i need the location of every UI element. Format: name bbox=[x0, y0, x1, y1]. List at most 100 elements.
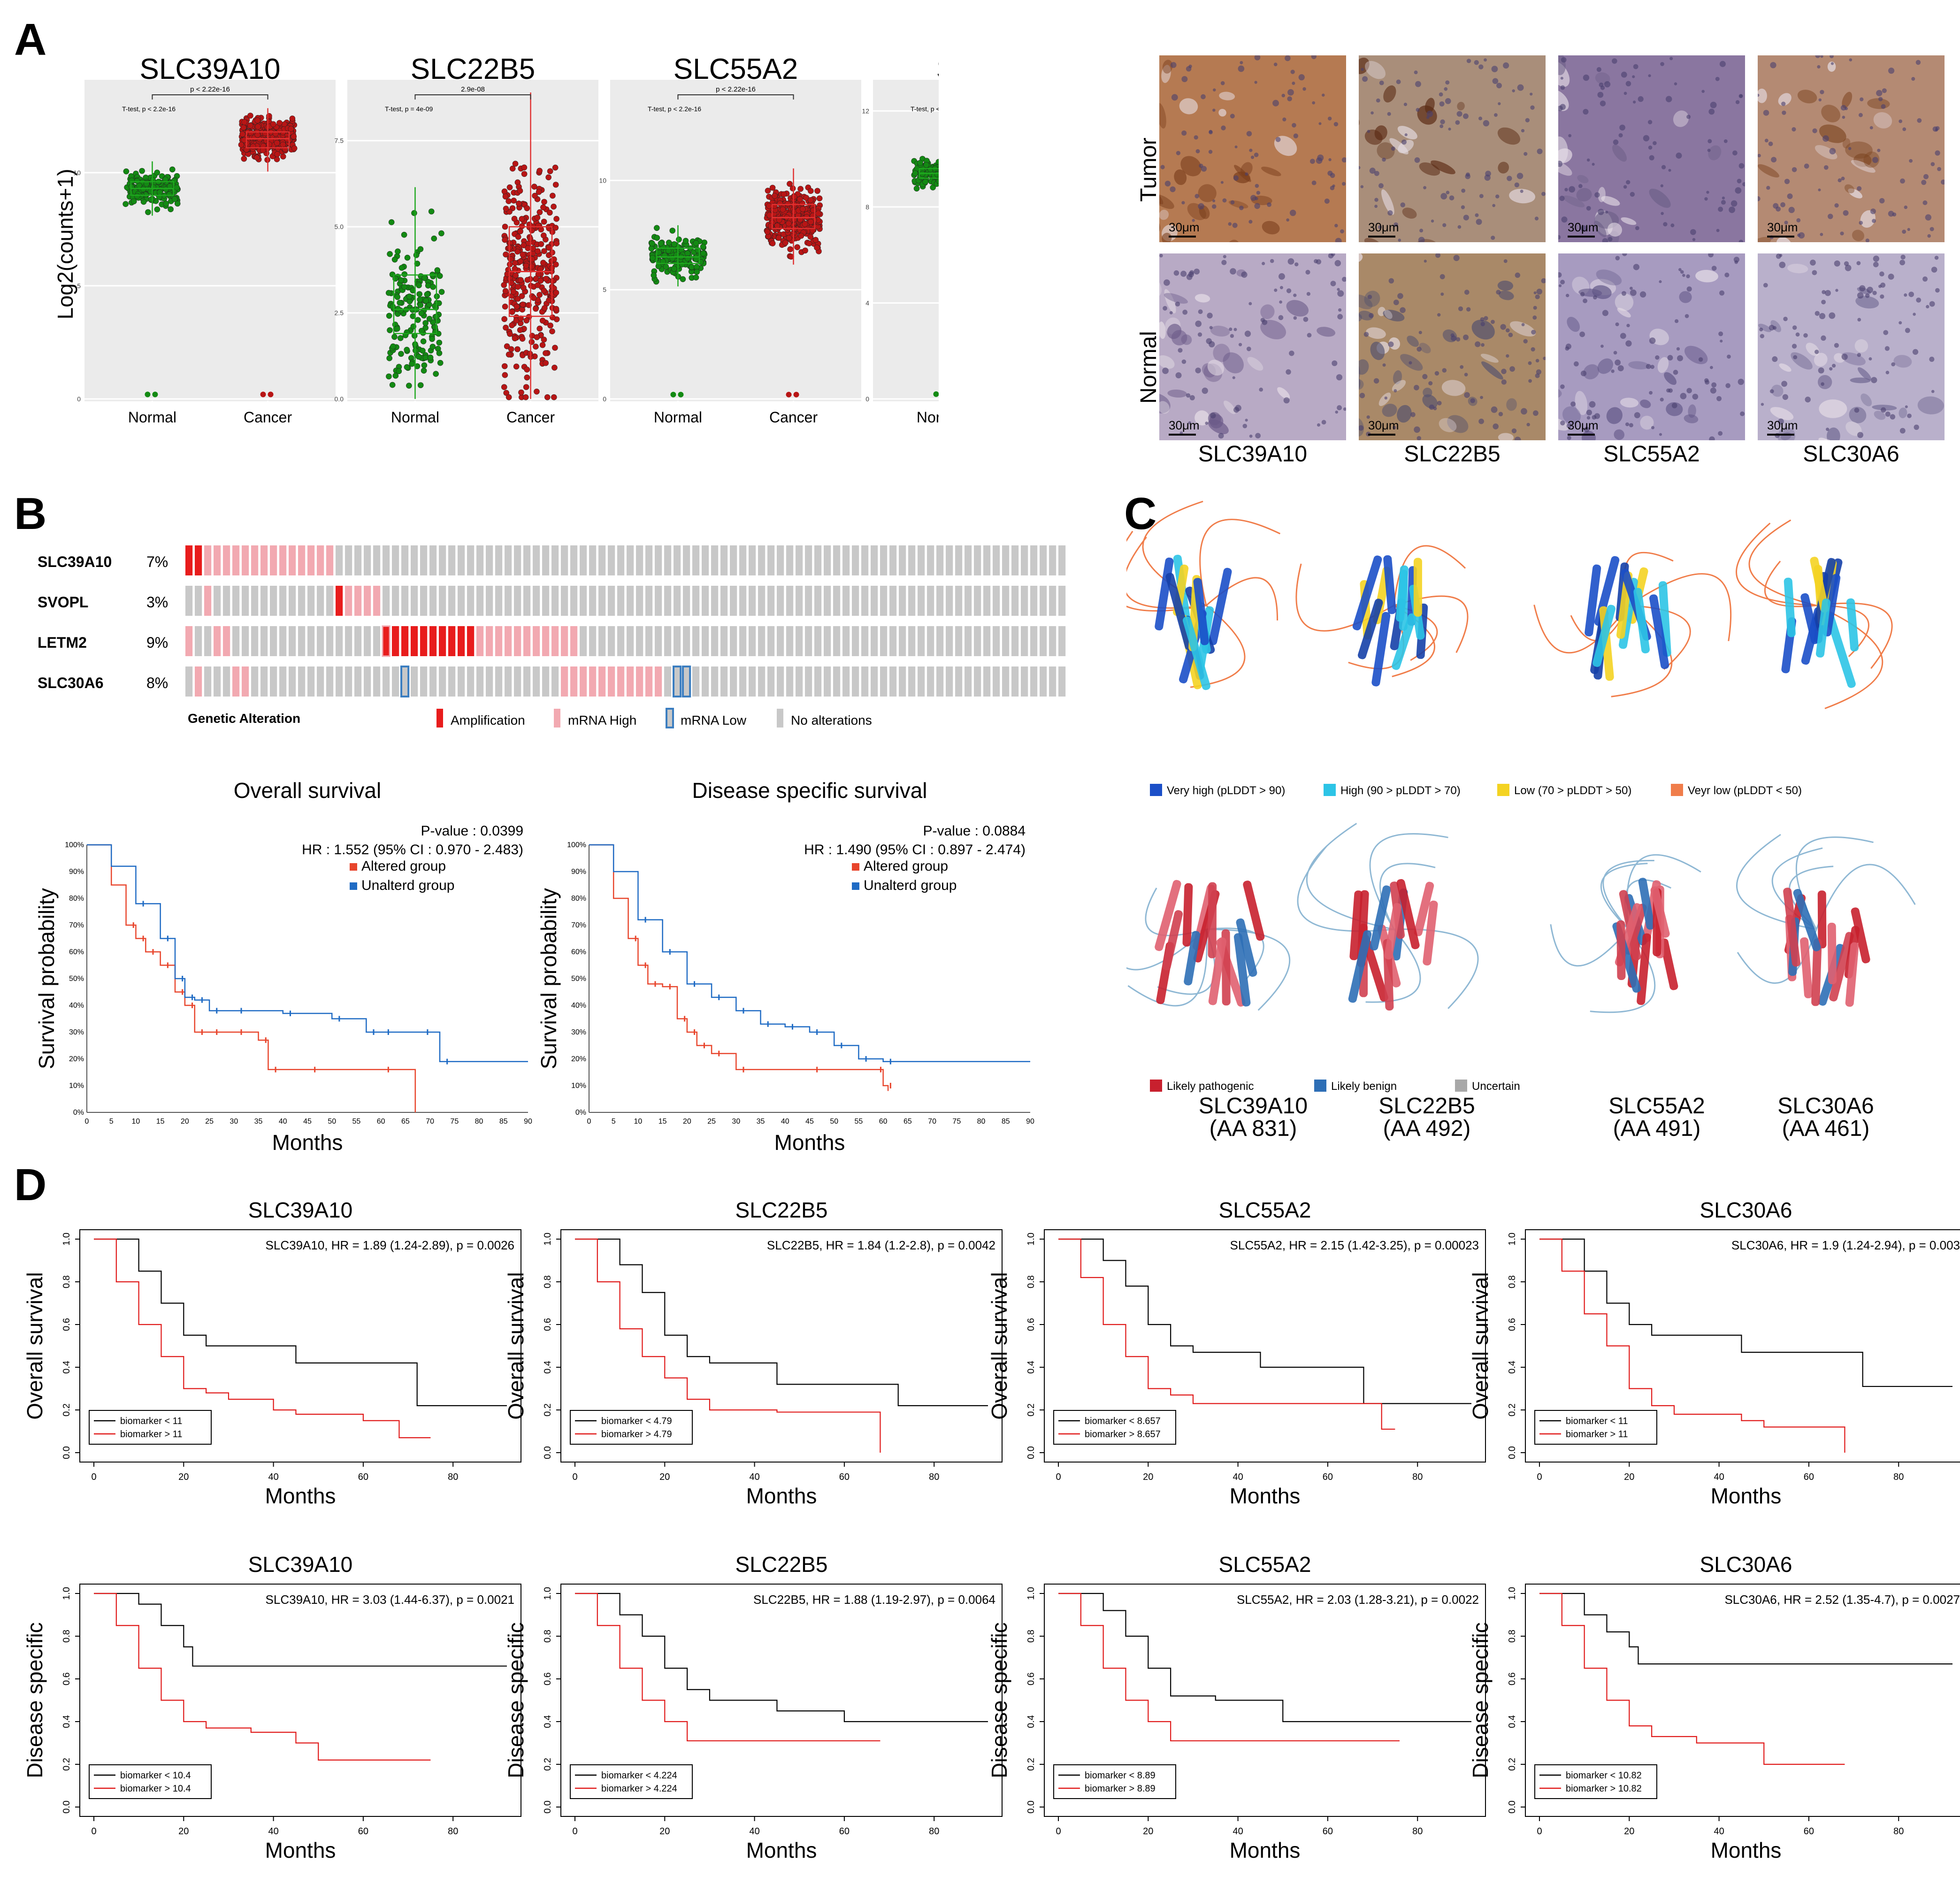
data-point bbox=[171, 196, 178, 202]
nucleus bbox=[1374, 205, 1378, 208]
ihc-gene-label: SLC39A10 bbox=[1198, 442, 1308, 467]
nucleus bbox=[1256, 191, 1261, 195]
nucleus bbox=[1829, 148, 1836, 155]
data-point bbox=[254, 154, 260, 161]
nucleus bbox=[1483, 120, 1490, 127]
oncoprint-cell bbox=[298, 666, 306, 697]
loop bbox=[1393, 545, 1466, 606]
tissue-cell bbox=[1893, 355, 1912, 368]
oncoprint-cell bbox=[645, 666, 653, 697]
nucleus bbox=[1665, 96, 1672, 102]
oncoprint-cell bbox=[861, 545, 869, 575]
nucleus bbox=[1718, 431, 1723, 436]
ihc-gene-label: SLC30A6 bbox=[1803, 442, 1899, 467]
km-curve-altered-group bbox=[589, 844, 889, 1091]
oncoprint-cell bbox=[871, 666, 878, 697]
tissue-cell bbox=[1359, 57, 1370, 74]
tissue-cell bbox=[1167, 390, 1187, 398]
x-tick-label: Normal bbox=[128, 409, 176, 426]
nucleus bbox=[1883, 330, 1889, 335]
helix bbox=[1352, 555, 1382, 630]
nucleus bbox=[1281, 93, 1286, 98]
nucleus bbox=[1170, 186, 1176, 192]
tissue-cell bbox=[1873, 112, 1892, 129]
data-point bbox=[764, 229, 771, 235]
nucleus bbox=[1491, 66, 1498, 72]
data-point bbox=[680, 276, 686, 283]
nucleus bbox=[1250, 195, 1256, 201]
y-tick-label: 0.0 bbox=[543, 1800, 553, 1814]
data-point bbox=[396, 368, 402, 375]
nucleus bbox=[1586, 416, 1591, 420]
data-point bbox=[521, 164, 528, 171]
data-point bbox=[386, 355, 392, 361]
km-stat: SLC39A10, HR = 1.89 (1.24-2.89), p = 0.0… bbox=[266, 1238, 514, 1252]
scale-bar bbox=[1368, 236, 1395, 237]
oncoprint-cell bbox=[1049, 666, 1057, 697]
data-point bbox=[523, 317, 530, 324]
oncoprint-cell bbox=[739, 626, 747, 656]
nucleus bbox=[1621, 71, 1627, 78]
nucleus bbox=[1162, 368, 1169, 374]
oncoprint-cell bbox=[382, 625, 390, 657]
oncoprint-cell bbox=[354, 666, 362, 697]
tissue-cell bbox=[1223, 400, 1236, 414]
nucleus bbox=[1857, 292, 1864, 299]
data-point bbox=[536, 168, 543, 174]
oncoprint-cell bbox=[364, 626, 371, 656]
nucleus bbox=[1778, 418, 1784, 425]
data-point bbox=[519, 336, 526, 342]
helix bbox=[1846, 598, 1859, 651]
nucleus bbox=[1176, 151, 1181, 155]
nucleus bbox=[1707, 139, 1712, 144]
tissue-cell bbox=[1498, 161, 1509, 174]
nucleus bbox=[1465, 174, 1470, 179]
tissue-cell bbox=[1583, 364, 1600, 380]
y-axis-label: Overall survival bbox=[1468, 1272, 1493, 1419]
nucleus bbox=[1597, 92, 1604, 98]
data-point bbox=[436, 339, 443, 346]
tissue-cell bbox=[1848, 188, 1863, 199]
nucleus bbox=[1937, 167, 1941, 171]
nucleus bbox=[1704, 378, 1709, 383]
data-point bbox=[429, 336, 435, 342]
km-legend-label: biomarker < 11 bbox=[120, 1416, 182, 1426]
y-tick-label: 0.8 bbox=[61, 1630, 72, 1643]
nucleus bbox=[1580, 225, 1587, 232]
tissue-cell bbox=[1770, 407, 1794, 421]
nucleus bbox=[1926, 305, 1929, 309]
nucleus bbox=[1523, 339, 1528, 344]
nucleus bbox=[1245, 172, 1248, 176]
y-tick-label: 0.2 bbox=[543, 1403, 553, 1417]
nucleus bbox=[1890, 414, 1896, 420]
data-point bbox=[547, 168, 553, 175]
data-point bbox=[551, 203, 557, 210]
nucleus bbox=[1834, 203, 1839, 208]
km-title: SLC30A6 bbox=[1700, 1198, 1792, 1222]
nucleus bbox=[1620, 333, 1626, 339]
nucleus bbox=[1439, 101, 1445, 107]
data-point bbox=[530, 295, 537, 301]
nucleus bbox=[1832, 364, 1836, 368]
tissue-cell bbox=[1213, 344, 1230, 362]
oncoprint-cell bbox=[523, 626, 531, 656]
x-tick-label: 0 bbox=[1056, 1472, 1061, 1482]
data-point bbox=[545, 174, 551, 181]
oncoprint-cell bbox=[974, 586, 981, 616]
nucleus bbox=[1414, 385, 1419, 391]
data-point bbox=[682, 237, 689, 244]
oncoprint-cell bbox=[411, 586, 418, 616]
nucleus bbox=[1881, 104, 1886, 109]
nucleus bbox=[1931, 267, 1937, 273]
patho-legend-label: Uncertain bbox=[1472, 1080, 1520, 1093]
tissue-cell bbox=[1366, 327, 1386, 339]
nucleus bbox=[1186, 274, 1193, 280]
oncoprint-cell bbox=[974, 626, 981, 656]
tissue-cell bbox=[1431, 160, 1455, 175]
tissue-cell bbox=[1198, 184, 1217, 202]
km-title: SLC22B5 bbox=[735, 1552, 828, 1577]
tissue-cell bbox=[1857, 367, 1871, 381]
nucleus bbox=[1639, 291, 1646, 298]
